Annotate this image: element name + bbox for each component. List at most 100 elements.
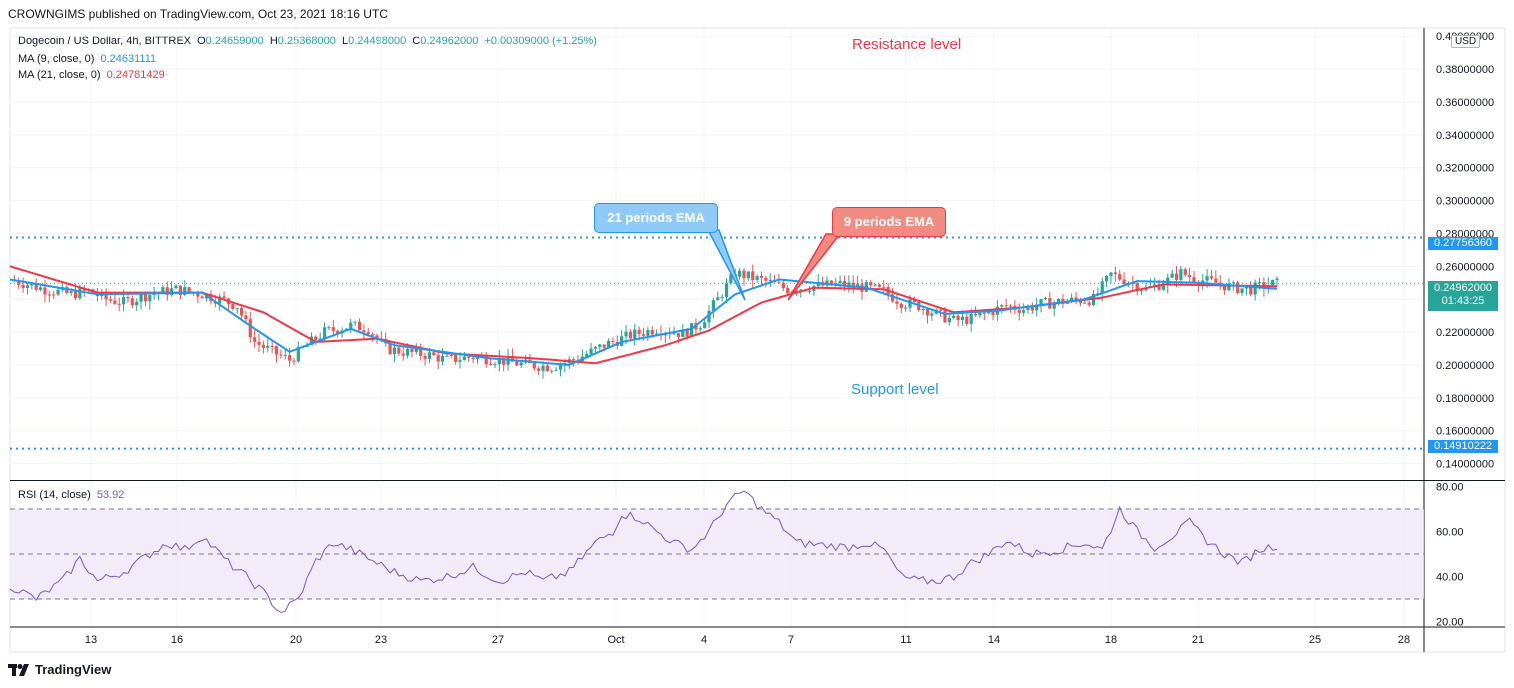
candle-body: [786, 288, 790, 294]
candle-body: [1231, 282, 1235, 284]
candle-body: [126, 297, 130, 299]
candle-body: [349, 322, 353, 329]
ema9-callout[interactable]: 9 periods EMA: [832, 207, 946, 237]
candle-body: [1174, 273, 1179, 280]
candle-body: [729, 274, 733, 284]
candle-body: [56, 289, 60, 295]
candle-body: [650, 329, 654, 335]
low-label: L: [341, 35, 349, 47]
ma21-legend[interactable]: MA (21, close, 0) 0.24781429: [18, 69, 168, 81]
candle-body: [130, 298, 134, 306]
x-tick-label: 20: [290, 634, 302, 646]
candle-body: [73, 291, 78, 299]
candle-body: [69, 291, 73, 293]
candle-body: [362, 330, 366, 333]
candle-body: [764, 277, 768, 281]
candle-body: [585, 354, 589, 357]
candle-body: [458, 360, 462, 362]
candle-body: [1118, 274, 1122, 280]
high-value: 0.25368000: [277, 35, 336, 47]
candle-body: [921, 309, 925, 311]
candle-body: [1008, 305, 1013, 307]
rsi-tick-label: 80.00: [1436, 482, 1464, 494]
y-tick-label: 0.22000000: [1436, 327, 1494, 339]
candle-body: [493, 364, 497, 366]
candle-body: [873, 284, 877, 286]
candle-body: [847, 282, 851, 287]
candle-body: [1157, 284, 1161, 290]
candle-body: [327, 327, 331, 329]
candle-body: [1043, 298, 1048, 300]
candle-body: [1056, 298, 1061, 303]
candle-body: [851, 282, 855, 288]
candle-body: [427, 352, 432, 359]
support-annotation: Support level: [851, 381, 939, 398]
rsi-legend[interactable]: RSI (14, close) 53.92: [18, 489, 124, 501]
high-label: H: [269, 35, 278, 47]
x-tick-label: 27: [492, 634, 504, 646]
candle-body: [781, 282, 785, 289]
currency-label[interactable]: USD: [1451, 35, 1481, 48]
candle-body: [842, 281, 847, 287]
x-tick-label: 28: [1398, 634, 1410, 646]
candle-body: [266, 346, 270, 348]
ma9-legend[interactable]: MA (9, close, 0) 0.24631111: [18, 53, 159, 65]
candle-body: [1074, 297, 1078, 300]
candle-body: [30, 283, 34, 286]
resistance-annotation: Resistance level: [852, 36, 962, 53]
candle-body: [353, 321, 357, 323]
candle-body: [681, 329, 685, 338]
candle-body: [288, 355, 292, 361]
candle-body: [17, 280, 21, 285]
candle-body: [34, 283, 38, 290]
ema21-callout[interactable]: 21 periods EMA: [594, 203, 718, 233]
candle-body: [1135, 283, 1139, 291]
candle-body: [152, 293, 156, 295]
candle-body: [392, 347, 397, 355]
candle-body: [471, 357, 475, 359]
candle-body: [1240, 288, 1244, 294]
candle-body: [462, 356, 466, 361]
change-value: +0.00309000 (+1.25%): [484, 35, 597, 47]
candle-body: [703, 322, 707, 329]
low-value: 0.24498000: [348, 35, 407, 47]
candle-body: [925, 309, 930, 316]
candle-body: [322, 327, 327, 339]
candle-body: [510, 355, 515, 362]
candle-body: [52, 294, 56, 296]
candle-body: [890, 294, 895, 302]
candle-body: [436, 355, 440, 362]
candle-body: [829, 280, 833, 286]
candle-body: [375, 335, 379, 339]
candle-body: [1244, 286, 1249, 289]
candle-body: [807, 290, 812, 292]
candle-body: [711, 300, 716, 311]
symbol-label: Dogecoin / US Dollar, 4h, BITTREX: [18, 35, 192, 47]
candle-body: [1122, 279, 1126, 285]
candle-body: [641, 334, 646, 336]
close-value: 0.24962000: [420, 35, 479, 47]
x-tick-label: 13: [85, 634, 97, 646]
candle-body: [768, 279, 772, 281]
candle-body: [1113, 272, 1117, 275]
candle-body: [318, 338, 322, 340]
last-price-tag: 0.24962000 01:43:25: [1428, 281, 1498, 311]
candle-body: [899, 303, 903, 309]
candle-body: [108, 299, 113, 301]
candle-body: [1205, 276, 1209, 281]
rsi-label: RSI (14, close): [18, 489, 91, 501]
candle-body: [532, 363, 536, 369]
candle-body: [676, 333, 681, 338]
candle-body: [1192, 277, 1196, 282]
candle-body: [1227, 283, 1231, 291]
candle-body: [877, 284, 882, 287]
candle-body: [938, 309, 943, 311]
candle-body: [47, 294, 51, 296]
candle-body: [554, 369, 558, 371]
candle-body: [183, 287, 187, 295]
candle-body: [296, 346, 300, 362]
candle-body: [366, 332, 370, 335]
tradingview-logo[interactable]: TradingView: [8, 662, 111, 677]
candle-body: [1271, 279, 1275, 286]
